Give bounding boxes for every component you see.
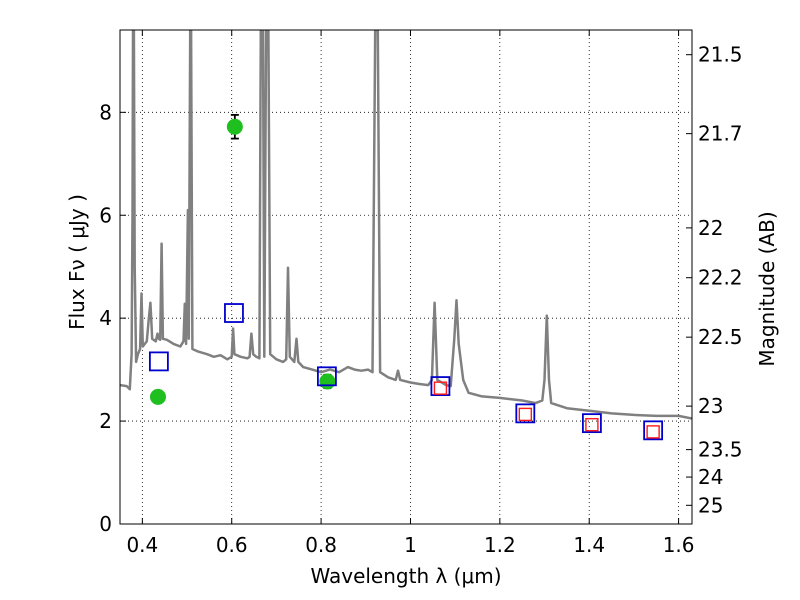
y2-tick-label: 21.5 [698,43,743,67]
y2-tick-label: 21.7 [698,122,743,146]
blue-square-marker [643,420,664,441]
ticks: 0.4 0.6 0.8 1 1.2 1.4 1.60246821.521.72222.222… [99,30,743,557]
observed-point [319,373,336,390]
y2-tick-label: 22 [698,216,723,240]
model-spectrum-line [120,30,692,420]
x-tick-label: 1 [404,533,417,557]
grid [120,30,692,525]
y-tick-label: 0 [99,512,112,536]
observed-point [149,388,166,405]
x-tick-label: 0.8 [305,533,337,557]
photometry-layer [148,114,664,441]
x-tick-label: 1.6 [663,533,695,557]
y2-tick-label: 23.5 [698,438,743,462]
y2-axis-label: Magnitude (AB) [755,211,779,366]
y2-tick-label: 23 [698,394,723,418]
blue-square-marker [224,303,244,323]
y-tick-label: 2 [99,409,112,433]
blue-square-marker [148,351,169,372]
y2-tick-label: 22.5 [698,325,743,349]
y2-tick-label: 25 [698,493,723,517]
red-square-marker [585,417,599,432]
x-tick-label: 0.4 [126,533,158,557]
y-tick-label: 4 [99,306,112,330]
plot-frame [119,29,693,525]
blue-square-marker [515,403,536,424]
y-tick-label: 6 [99,203,112,227]
red-square-marker [433,381,448,395]
red-square-marker [518,407,533,422]
x-tick-label: 1.4 [573,533,605,557]
x-axis-label: Wavelength λ (μm) [310,564,501,588]
spectrum-layer [120,30,692,420]
y-axis-label: Flux Fν ( μJy ) [65,194,89,330]
x-tick-label: 0.6 [216,533,248,557]
y-tick-label: 8 [99,100,112,124]
blue-square-marker [430,376,451,396]
x-tick-label: 1.2 [484,533,516,557]
y2-tick-label: 24 [698,465,723,489]
blue-square-marker [317,366,337,387]
y2-tick-label: 22.2 [698,266,743,290]
blue-square-marker [582,413,602,434]
observed-point [226,118,243,135]
red-square-marker [646,425,660,439]
